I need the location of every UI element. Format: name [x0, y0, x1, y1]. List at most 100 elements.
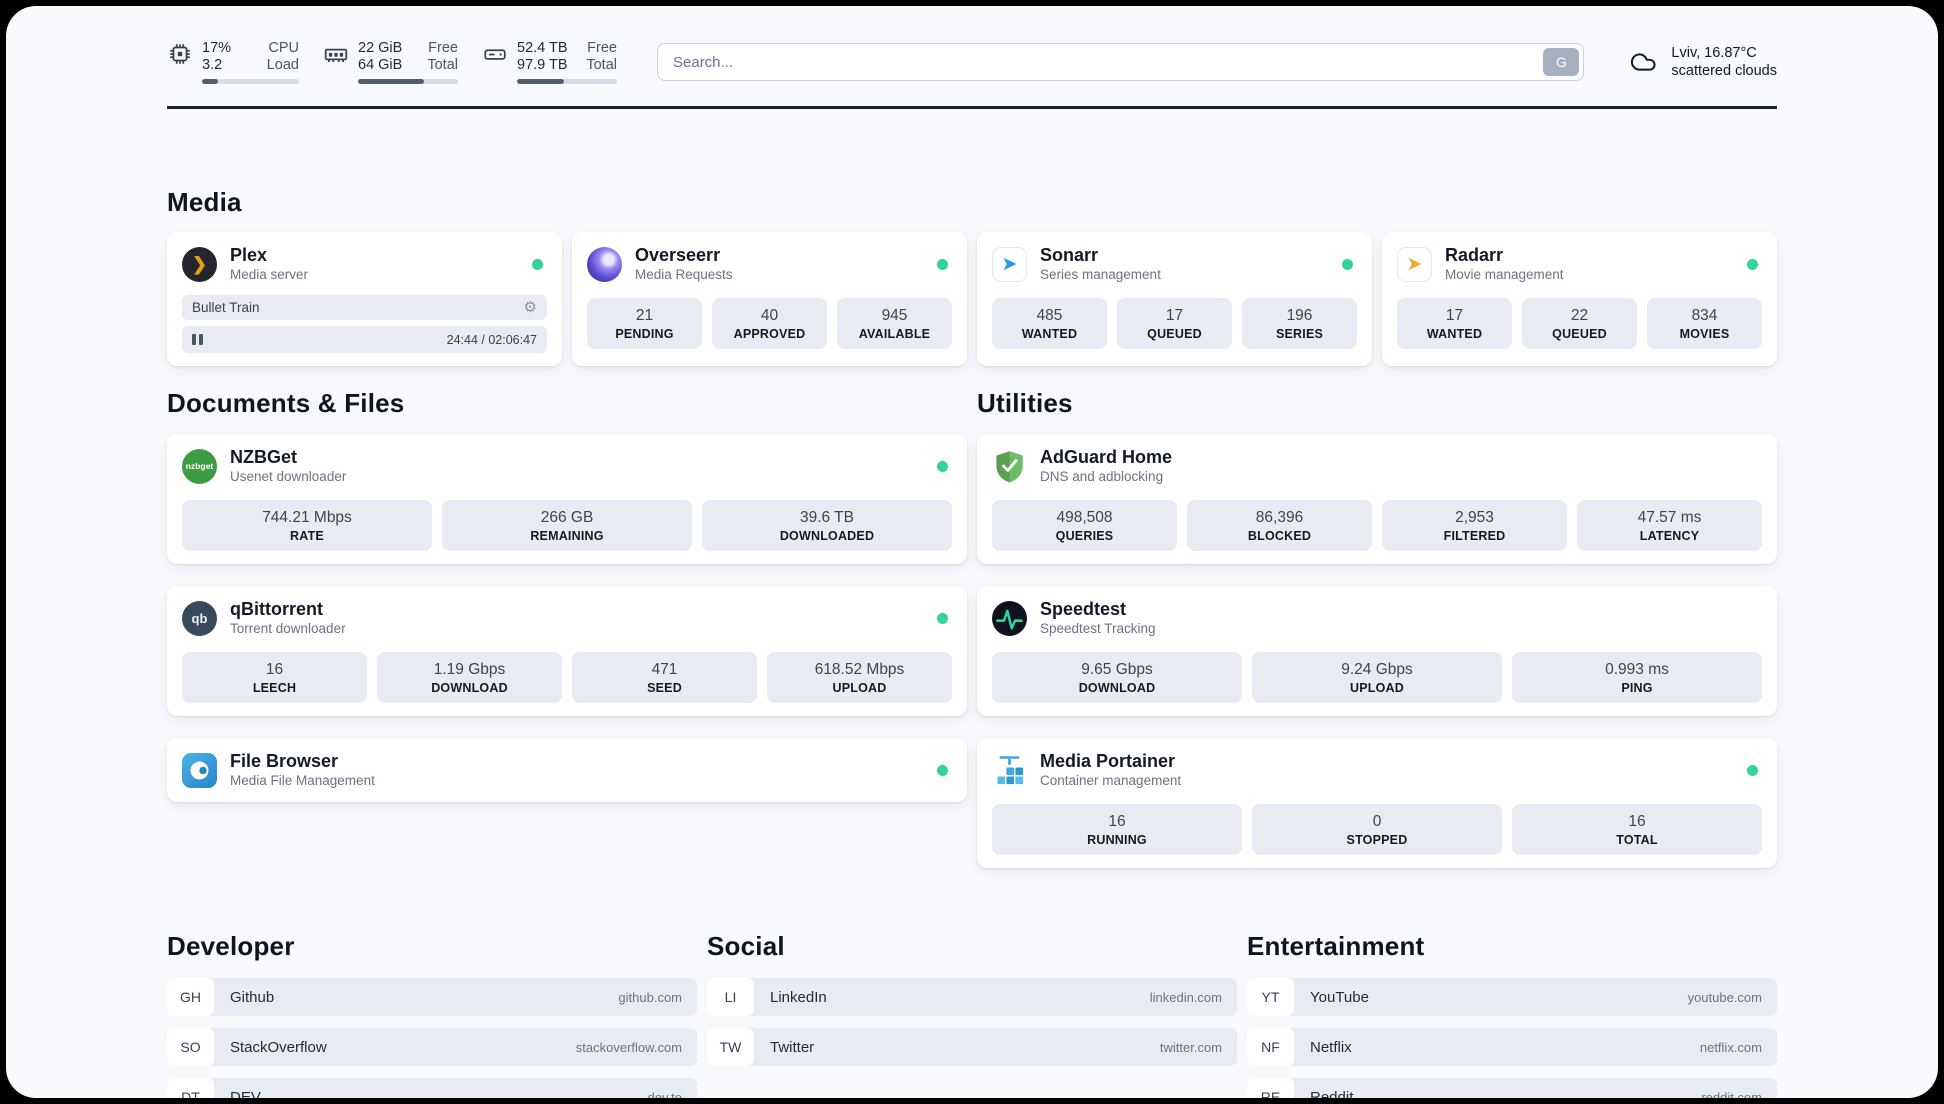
bookmark-domain: reddit.com — [1701, 1089, 1762, 1099]
social-heading: Social — [707, 931, 785, 961]
service-subtitle: Torrent downloader — [230, 621, 346, 636]
search-provider-button[interactable]: G — [1543, 48, 1580, 76]
bookmark-reddit[interactable]: RE Reddit reddit.com — [1247, 1078, 1777, 1098]
bookmark-name: Netflix — [1310, 1038, 1352, 1056]
cloud-icon — [1626, 48, 1660, 76]
service-subtitle: DNS and adblocking — [1040, 469, 1164, 484]
bookmark-domain: twitter.com — [1159, 1039, 1222, 1055]
service-card-qbittorrent[interactable]: qb qBittorrent Torrent downloader 16 LEE… — [167, 586, 967, 716]
memory-label-1: Free — [428, 40, 458, 56]
bookmark-abbr: RE — [1247, 1078, 1294, 1098]
stat-value: 16 — [1108, 813, 1126, 830]
stat-label: QUEUED — [1552, 327, 1607, 341]
now-playing-row: Bullet Train — [182, 295, 547, 320]
bookmark-abbr: LI — [707, 978, 754, 1016]
stat-label: QUERIES — [1055, 529, 1114, 543]
service-card-overseerr[interactable]: Overseerr Media Requests 21 PENDING 40 A… — [572, 232, 967, 366]
stat-value: 40 — [760, 307, 779, 324]
stat-label: REMAINING — [530, 529, 604, 543]
stat-value: 471 — [651, 661, 678, 678]
bookmark-name: StackOverflow — [230, 1038, 327, 1056]
stat-block: 16 TOTAL — [1512, 804, 1762, 855]
service-card-nzbget[interactable]: nzbget NZBGet Usenet downloader 744.21 M… — [167, 434, 967, 564]
service-card-filebrowser[interactable]: File Browser Media File Management — [167, 738, 967, 802]
developer-heading: Developer — [167, 931, 295, 961]
search-bar: G — [657, 43, 1585, 81]
bookmark-domain: dev.to — [647, 1089, 682, 1099]
cpu-load-value: 3.2 — [202, 57, 223, 73]
bookmark-linkedin[interactable]: LI LinkedIn linkedin.com — [707, 978, 1237, 1016]
memory-label-2: Total — [427, 57, 458, 73]
service-subtitle: Speedtest Tracking — [1040, 621, 1156, 636]
bookmark-twitter[interactable]: TW Twitter twitter.com — [707, 1028, 1237, 1066]
stat-block: 17 WANTED — [1397, 298, 1512, 349]
bookmark-abbr: SO — [167, 1028, 214, 1066]
service-card-sonarr[interactable]: Sonarr Series management 485 WANTED 17 Q… — [977, 232, 1372, 366]
stat-block: 1.19 Gbps DOWNLOAD — [377, 652, 562, 703]
overseerr-icon — [587, 246, 622, 282]
stat-block: 16 LEECH — [182, 652, 367, 703]
stat-label: UPLOAD — [832, 681, 887, 695]
portainer-icon — [992, 753, 1027, 788]
entertainment-heading: Entertainment — [1247, 931, 1425, 961]
stat-label: BLOCKED — [1247, 529, 1312, 543]
stat-label: LEECH — [252, 681, 297, 695]
stat-label: DOWNLOAD — [431, 681, 508, 695]
bookmark-youtube[interactable]: YT YouTube youtube.com — [1247, 978, 1777, 1016]
stat-value: 16 — [1628, 813, 1646, 830]
service-card-speedtest[interactable]: Speedtest Speedtest Tracking 9.65 Gbps D… — [977, 586, 1777, 716]
pause-icon[interactable] — [192, 334, 203, 345]
stat-label: UPLOAD — [1350, 681, 1404, 695]
service-card-radarr[interactable]: Radarr Movie management 17 WANTED 22 QUE… — [1382, 232, 1777, 366]
stat-label: SERIES — [1275, 327, 1324, 341]
disk-total-value: 97.9 TB — [517, 57, 568, 73]
bookmark-github[interactable]: GH Github github.com — [167, 978, 697, 1016]
service-title: File Browser — [230, 751, 339, 771]
service-card-portainer[interactable]: Media Portainer Container management 16 … — [977, 738, 1777, 868]
gear-icon[interactable] — [524, 300, 537, 315]
stat-block: 0.993 ms PING — [1512, 652, 1762, 703]
search-input[interactable] — [657, 43, 1585, 81]
stat-value: 1.19 Gbps — [433, 661, 506, 678]
dashboard-page: 17% CPU 3.2 Load — [6, 6, 1938, 1098]
stat-label: TOTAL — [1616, 833, 1658, 847]
stat-block: 0 STOPPED — [1252, 804, 1502, 855]
bookmark-dev[interactable]: DT DEV dev.to — [167, 1078, 697, 1098]
disk-icon — [482, 41, 508, 67]
service-subtitle: Container management — [1040, 773, 1182, 788]
stat-label: FILTERED — [1443, 529, 1506, 543]
stat-block: 744.21 Mbps RATE — [182, 500, 432, 551]
service-card-adguard[interactable]: AdGuard Home DNS and adblocking 498,508 … — [977, 434, 1777, 564]
bookmark-group-developer: Developer GH Github github.com SO StackO… — [167, 931, 697, 1098]
bookmark-domain: netflix.com — [1699, 1039, 1762, 1055]
disk-label-1: Free — [587, 40, 617, 56]
bookmark-netflix[interactable]: NF Netflix netflix.com — [1247, 1028, 1777, 1066]
service-title: Radarr — [1445, 245, 1504, 265]
stat-value: 9.24 Gbps — [1341, 661, 1413, 678]
bookmark-domain: stackoverflow.com — [575, 1039, 682, 1055]
stat-block: 21 PENDING — [587, 298, 702, 349]
bookmark-abbr: GH — [167, 978, 214, 1016]
stat-block: 471 SEED — [572, 652, 757, 703]
stat-value: 17 — [1165, 307, 1184, 324]
bookmark-group-entertainment: Entertainment YT YouTube youtube.com NF … — [1247, 931, 1777, 1098]
documents-heading: Documents & Files — [167, 388, 405, 418]
stat-label: WANTED — [1426, 327, 1483, 341]
stat-value: 834 — [1691, 307, 1718, 324]
stat-value: 0.993 ms — [1605, 661, 1669, 678]
cpu-label-2: Load — [266, 57, 299, 73]
plex-icon — [182, 246, 217, 282]
stat-label: SEED — [647, 681, 682, 695]
stat-label: APPROVED — [733, 327, 806, 341]
service-card-plex[interactable]: Plex Media server Bullet Train 24:44 / 0… — [167, 232, 562, 366]
bookmark-name: Twitter — [770, 1038, 815, 1056]
stat-label: QUEUED — [1147, 327, 1202, 341]
memory-icon — [323, 41, 349, 67]
disk-progress-bar — [517, 79, 617, 84]
stat-value: 485 — [1036, 307, 1063, 324]
memory-widget: 22 GiB Free 64 GiB Total — [323, 40, 458, 84]
stat-value: 266 GB — [540, 509, 594, 526]
stat-block: 196 SERIES — [1242, 298, 1357, 349]
bookmark-stackoverflow[interactable]: SO StackOverflow stackoverflow.com — [167, 1028, 697, 1066]
bookmark-name: Github — [230, 988, 275, 1006]
